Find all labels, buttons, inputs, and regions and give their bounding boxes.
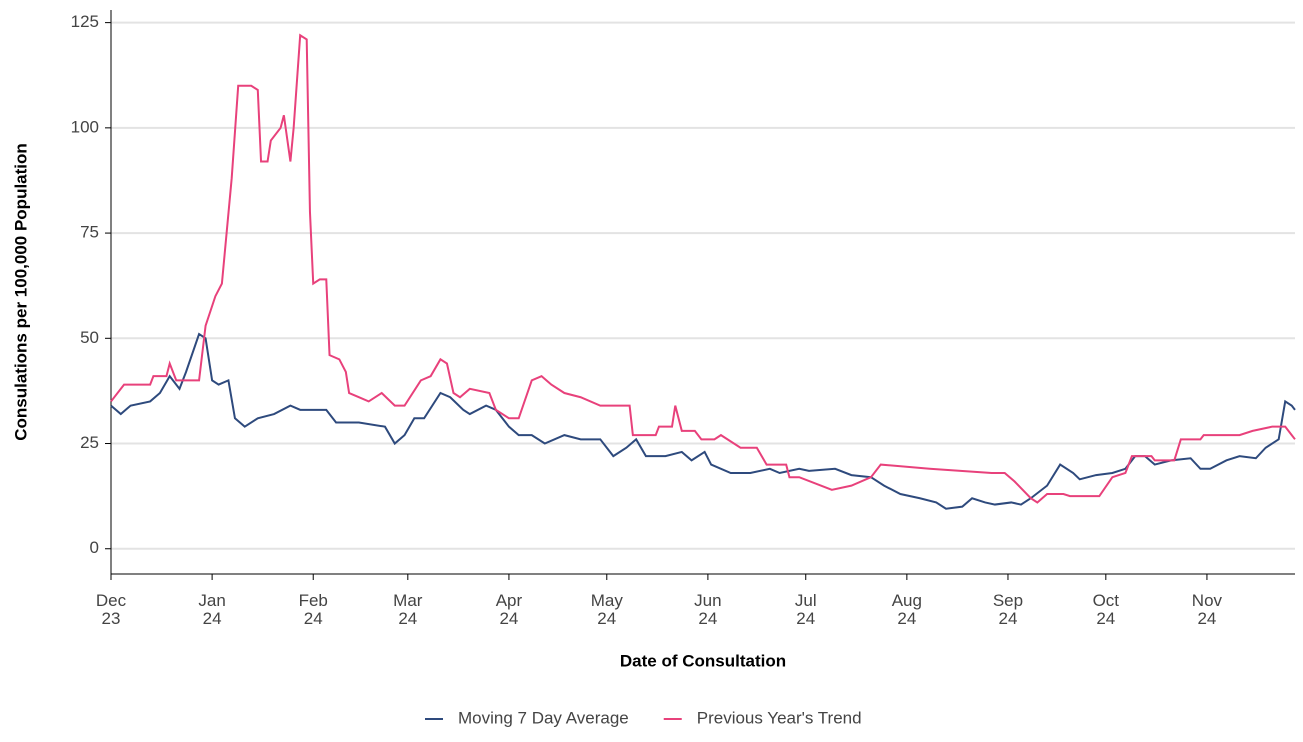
y-tick-label: 25 bbox=[80, 433, 99, 452]
x-tick-label: Dec 23 bbox=[95, 591, 127, 628]
series-line bbox=[110, 332, 1296, 510]
x-tick-label: Jun 24 bbox=[694, 591, 722, 628]
x-tick-label: Sep 24 bbox=[992, 591, 1024, 628]
x-tick-label: Nov 24 bbox=[1191, 591, 1223, 628]
x-tick-label: Jan 24 bbox=[198, 591, 226, 628]
y-tick-label: 75 bbox=[80, 223, 99, 242]
y-tick-label: 50 bbox=[80, 328, 99, 347]
legend-label: Previous Year's Trend bbox=[697, 708, 862, 727]
x-tick-label: Mar 24 bbox=[393, 591, 423, 628]
y-tick-label: 0 bbox=[90, 538, 99, 557]
series-line bbox=[110, 33, 1296, 504]
x-tick-label: Apr 24 bbox=[495, 591, 523, 628]
x-tick-label: Oct 24 bbox=[1092, 591, 1120, 628]
x-tick-label: Feb 24 bbox=[298, 591, 328, 628]
x-tick-label: Aug 24 bbox=[891, 591, 922, 628]
x-tick-label: May 24 bbox=[590, 591, 623, 628]
y-tick-label: 125 bbox=[71, 12, 99, 31]
x-axis-title: Date of Consultation bbox=[620, 651, 786, 670]
x-tick-label: Jul 24 bbox=[794, 591, 817, 628]
y-axis-title: Consulations per 100,000 Population bbox=[11, 143, 30, 441]
y-tick-label: 100 bbox=[71, 117, 99, 136]
legend-label: Moving 7 Day Average bbox=[458, 708, 629, 727]
